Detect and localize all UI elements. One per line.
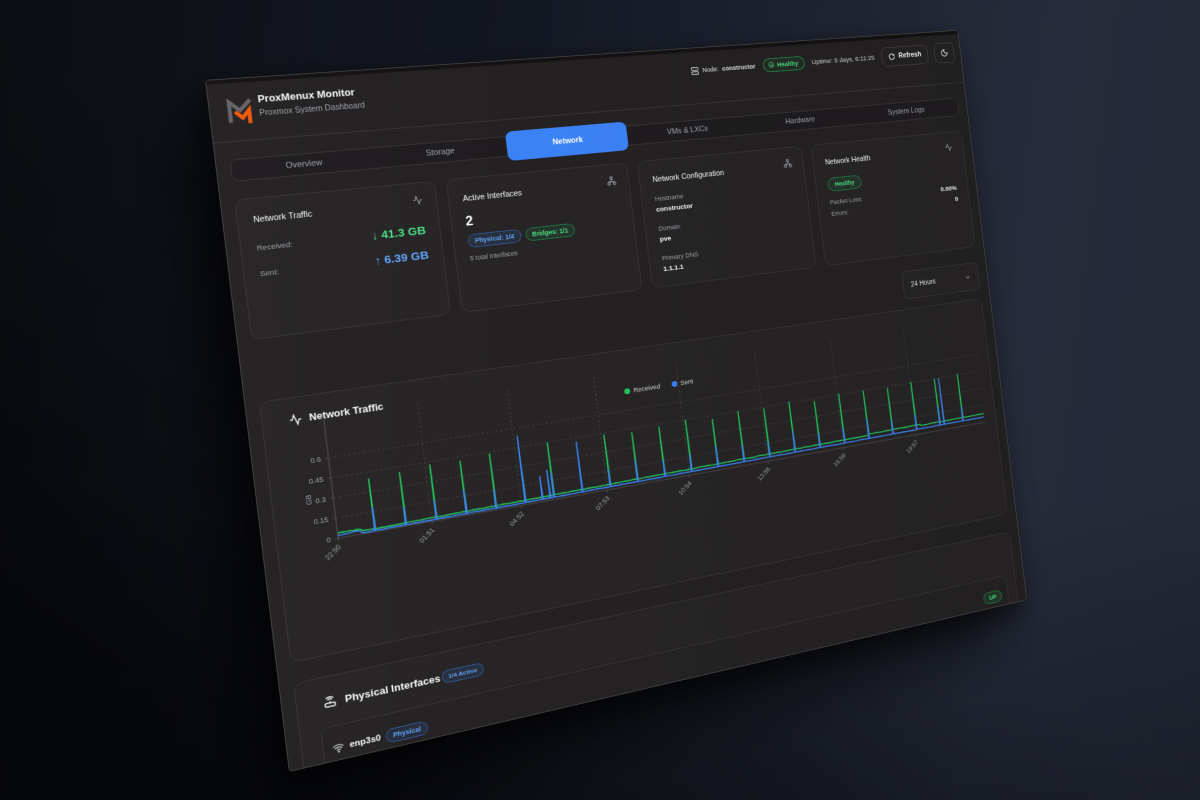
svg-text:10:54: 10:54 [677,479,694,497]
svg-text:19:57: 19:57 [905,439,919,455]
svg-text:04:52: 04:52 [508,510,526,528]
svg-text:0: 0 [326,536,331,545]
svg-text:01:51: 01:51 [418,526,437,544]
svg-text:0.45: 0.45 [308,475,324,486]
svg-text:22:50: 22:50 [323,543,343,562]
svg-text:16:56: 16:56 [832,452,847,468]
svg-text:0.3: 0.3 [315,495,326,505]
svg-text:0.15: 0.15 [313,515,329,526]
svg-text:0.6: 0.6 [310,455,321,465]
svg-text:07:53: 07:53 [594,494,611,512]
svg-text:13:55: 13:55 [756,465,772,482]
svg-text:GB: GB [304,494,314,506]
